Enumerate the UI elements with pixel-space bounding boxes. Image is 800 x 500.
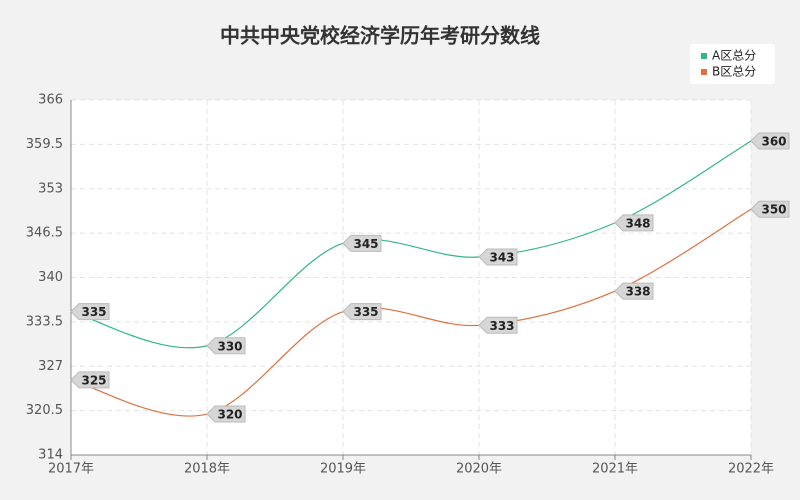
data-label: 350	[761, 203, 786, 217]
data-label-tag	[70, 303, 110, 321]
data-label: 348	[625, 216, 650, 230]
y-tick-label: 346.5	[26, 226, 63, 241]
legend-label: B区总分	[712, 65, 756, 79]
y-tick-label: 320.5	[26, 403, 63, 418]
chart-title: 中共中央党校经济学历年考研分数线	[220, 24, 540, 48]
x-tick-label: 2019年	[320, 462, 366, 477]
plot-area	[71, 100, 751, 455]
data-label: 330	[217, 339, 242, 353]
legend-label: A区总分	[712, 49, 756, 63]
x-tick-label: 2017年	[48, 462, 94, 477]
y-tick-label: 327	[38, 359, 63, 374]
data-label-tag	[342, 303, 382, 321]
x-tick-label: 2021年	[592, 462, 638, 477]
data-label: 338	[625, 285, 650, 299]
data-label: 360	[761, 134, 786, 148]
data-label-tag	[614, 282, 654, 300]
legend-box	[690, 44, 775, 84]
y-tick-label: 340	[38, 270, 63, 285]
y-tick-label: 359.5	[26, 137, 63, 152]
data-label-tag	[478, 316, 518, 334]
data-label-tag	[342, 234, 382, 252]
data-label-tag	[478, 248, 518, 266]
data-label-tag	[70, 371, 110, 389]
data-label-tag	[206, 337, 246, 355]
data-label: 325	[81, 373, 106, 387]
y-tick-label: 314	[38, 448, 63, 463]
y-tick-label: 353	[38, 181, 63, 196]
data-label-tag	[750, 132, 790, 150]
data-label-tag	[750, 200, 790, 218]
data-label: 335	[81, 305, 106, 319]
data-label: 335	[353, 305, 378, 319]
data-label: 320	[217, 408, 242, 422]
data-label: 343	[489, 251, 514, 265]
data-label: 345	[353, 237, 378, 251]
x-tick-label: 2022年	[728, 462, 774, 477]
y-tick-label: 333.5	[26, 314, 63, 329]
data-label-tag	[614, 214, 654, 232]
data-label: 333	[489, 319, 514, 333]
x-tick-label: 2020年	[456, 462, 502, 477]
y-tick-label: 366	[38, 93, 63, 108]
x-tick-label: 2018年	[184, 462, 230, 477]
data-label-tag	[206, 405, 246, 423]
legend-swatch	[701, 53, 707, 59]
legend-swatch	[701, 69, 707, 75]
